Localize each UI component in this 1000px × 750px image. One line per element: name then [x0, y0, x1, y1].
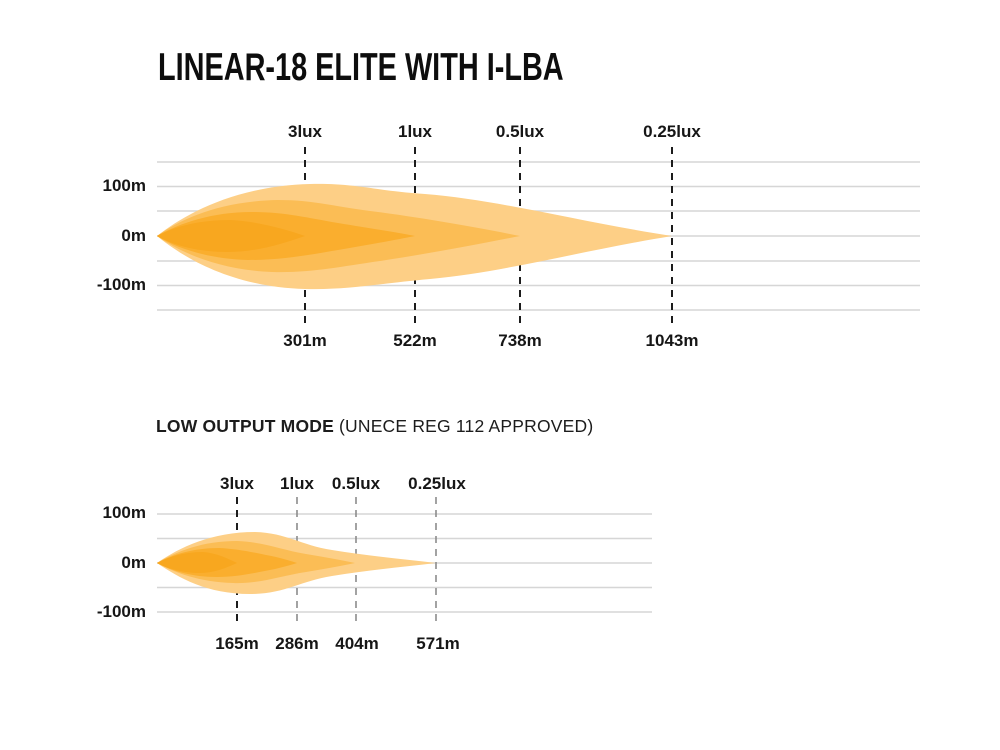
y-axis-label-100m: 100m	[102, 503, 146, 522]
distance-label-571m: 571m	[416, 634, 460, 653]
y-axis-label-0m: 0m	[121, 226, 146, 245]
distance-label-1043m: 1043m	[645, 331, 699, 350]
distance-label-404m: 404m	[335, 634, 379, 653]
lux-label-0.25lux: 0.25lux	[643, 122, 701, 141]
distance-label-165m: 165m	[215, 634, 259, 653]
lux-label-3lux: 3lux	[287, 122, 323, 141]
y-axis-label-neg-100m: -100m	[96, 275, 146, 294]
lux-label-0.25lux: 0.25lux	[408, 474, 466, 493]
y-axis-label-0m: 0m	[121, 553, 146, 572]
lux-label-1lux: 1lux	[397, 122, 433, 141]
page-title: LINEAR-18 ELITE WITH I-LBA	[158, 46, 564, 89]
low-output-mode-subtitle: LOW OUTPUT MODE (UNECE REG 112 APPROVED)	[156, 416, 593, 437]
y-axis-label-100m: 100m	[102, 176, 146, 195]
distance-label-286m: 286m	[275, 634, 319, 653]
distance-label-301m: 301m	[283, 331, 327, 350]
distance-label-522m: 522m	[393, 331, 437, 350]
low-chart-beam	[157, 532, 436, 594]
beam-contour-3lux	[157, 220, 305, 252]
subtitle-regular-text: (UNECE REG 112 APPROVED)	[338, 416, 594, 436]
high-chart-beam	[157, 183, 672, 290]
high-chart-lux-marker-lines	[304, 147, 673, 325]
subtitle-bold-text: LOW OUTPUT MODE	[156, 416, 334, 436]
lux-label-3lux: 3lux	[219, 474, 255, 493]
y-axis-label-neg-100m: -100m	[96, 602, 146, 621]
lux-label-0.5lux: 0.5lux	[331, 474, 381, 493]
lux-label-0.5lux: 0.5lux	[495, 122, 545, 141]
low-chart-lux-marker-lines	[236, 497, 437, 622]
beam-contour-3lux	[157, 552, 237, 573]
lux-label-1lux: 1lux	[279, 474, 315, 493]
distance-label-738m: 738m	[498, 331, 542, 350]
